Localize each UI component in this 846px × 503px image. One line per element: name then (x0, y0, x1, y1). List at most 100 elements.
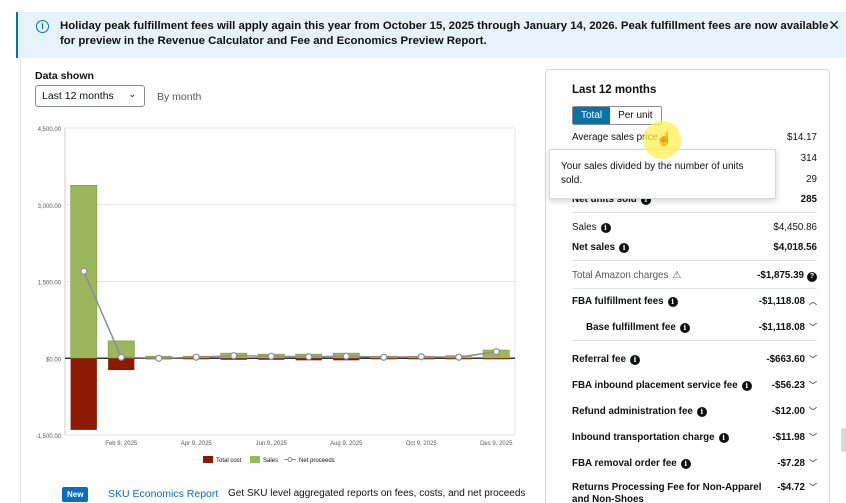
sales-value: $4,450.86 (773, 222, 817, 233)
date-range-select[interactable]: Last 12 months ⌄ (35, 85, 145, 107)
x-tick-label: Oct 9, 2025 (406, 441, 438, 447)
info-banner: i Holiday peak fulfillment fees will app… (16, 12, 846, 58)
data-shown-label: Data shown (35, 70, 94, 82)
tab-per-unit[interactable]: Per unit (610, 107, 661, 124)
fba-fulfillment-label: FBA fulfillment fees (572, 296, 664, 307)
y-tick-label: -1,500.00 (36, 434, 62, 440)
y-tick-label: $0.00 (46, 357, 62, 363)
net-proceeds-point (267, 352, 275, 360)
inbound-transport-value: -$11.98 (772, 432, 805, 443)
info-icon[interactable]: i (629, 355, 640, 365)
net-units-value: 285 (800, 194, 817, 205)
chart: 4,500.00 3,000.00 1,500.00 $0.00 -1,500.00 Fe… (0, 110, 530, 470)
units-returned-value: 29 (806, 174, 817, 185)
legend-label-net-proceeds: Net proceeds (299, 458, 335, 464)
net-proceeds-point (342, 352, 350, 360)
info-icon[interactable]: i (680, 459, 691, 469)
net-proceeds-point (492, 347, 500, 356)
divider (572, 288, 817, 289)
total-cost-bar (108, 358, 135, 371)
sku-report-description: Get SKU level aggregated reports on fees… (228, 488, 526, 499)
amazon-charges-label: Total Amazon charges (572, 270, 669, 281)
summary-panel: Last 12 months Total Per unit Average sa… (545, 69, 830, 503)
net-proceeds-point (155, 354, 163, 362)
inbound-placement-value: -$56.23 (771, 380, 805, 391)
legend-swatch-sales (250, 456, 260, 463)
scrollbar[interactable] (841, 428, 846, 452)
inbound-placement-label: FBA inbound placement service fee (572, 380, 738, 391)
x-tick-label: Jun 9, 2025 (256, 441, 288, 447)
chevron-down-icon[interactable]: ﹀ (809, 459, 817, 468)
info-icon[interactable]: i (679, 323, 690, 333)
granularity-label: By month (157, 91, 202, 103)
net-proceeds-point (380, 353, 388, 361)
net-sales-label: Net sales (572, 242, 616, 253)
info-icon[interactable]: i (718, 433, 729, 443)
view-toggle: Total Per unit (572, 106, 662, 125)
removal-order-label: FBA removal order fee (572, 458, 677, 469)
sales-label: Sales (572, 222, 597, 233)
net-proceeds-point (192, 353, 200, 361)
chevron-down-icon[interactable]: ﹀ (809, 407, 817, 416)
divider (572, 340, 817, 341)
content-divider (20, 58, 21, 503)
net-sales-value: $4,018.56 (773, 242, 817, 253)
amazon-charges-value: -$1,875.39 (757, 270, 804, 281)
legend-label-sales: Sales (263, 458, 278, 464)
warning-icon: ⚠ (672, 270, 682, 281)
y-tick-label: 3,000.00 (38, 204, 62, 210)
x-tick-label: Aug 9, 2025 (330, 441, 363, 447)
chevron-up-icon[interactable]: ︿ (809, 297, 817, 306)
panel-title: Last 12 months (572, 84, 657, 96)
info-icon[interactable]: i (667, 297, 678, 307)
banner-message: Holiday peak fulfillment fees will apply… (60, 20, 829, 47)
total-cost-bar (483, 358, 510, 360)
returns-processing-label: Returns Processing Fee for Non-Apparel a… (572, 482, 762, 503)
chevron-down-icon[interactable]: ﹀ (809, 433, 817, 442)
refund-admin-label: Refund administration fee (572, 406, 693, 417)
info-icon[interactable]: i (696, 407, 707, 417)
help-icon[interactable]: ? (807, 272, 817, 282)
avg-price-value: $14.17 (787, 132, 817, 143)
chart-svg: 4,500.00 3,000.00 1,500.00 $0.00 -1,500.00 Fe… (36, 127, 516, 464)
info-icon[interactable]: i (640, 195, 651, 205)
fba-fulfillment-value: -$1,118.08 (758, 296, 805, 307)
new-badge: New (62, 487, 89, 502)
net-proceeds-point (80, 267, 88, 275)
net-proceeds-line (83, 270, 497, 360)
chevron-down-icon: ⌄ (128, 89, 136, 99)
base-fulfillment-label: Base fulfillment fee (586, 322, 676, 333)
legend-label-total-cost: Total cost (216, 458, 242, 464)
sku-economics-report-link[interactable]: SKU Economics Report (108, 488, 219, 500)
removal-order-value: -$7.28 (777, 458, 805, 469)
close-icon[interactable]: ✕ (828, 17, 840, 33)
x-tick-label: Apr 9, 2025 (181, 441, 213, 447)
info-icon[interactable]: i (741, 381, 752, 391)
net-proceeds-point (417, 353, 425, 361)
info-icon[interactable]: i (619, 243, 630, 253)
tab-total[interactable]: Total (573, 107, 611, 124)
chevron-down-icon[interactable]: ﹀ (809, 381, 817, 390)
returns-processing-value: -$4.72 (777, 482, 805, 493)
net-units-label: Net units sold (572, 194, 637, 205)
referral-value: -$663.60 (766, 354, 805, 365)
divider (572, 260, 817, 261)
referral-label: Referral fee (572, 354, 626, 365)
legend-marker-net-proceeds (287, 457, 293, 462)
x-tick-label: Dec 9, 2025 (480, 441, 513, 447)
chevron-down-icon[interactable]: ﹀ (809, 355, 817, 364)
net-proceeds-point (117, 353, 125, 361)
net-proceeds-point (455, 353, 463, 361)
inbound-transport-label: Inbound transportation charge (572, 432, 715, 443)
net-proceeds-point (305, 353, 313, 361)
chevron-down-icon[interactable]: ﹀ (809, 483, 817, 492)
chevron-down-icon[interactable]: ﹀ (809, 323, 817, 332)
hand-cursor-icon: ☝ (656, 131, 673, 146)
info-icon[interactable]: i (600, 223, 611, 233)
base-fulfillment-value: -$1,118.08 (758, 322, 805, 333)
date-range-value: Last 12 months (42, 90, 114, 102)
avg-price-label: Average sales price (572, 132, 658, 143)
total-cost-bar (70, 358, 97, 430)
x-tick-label: Feb 9, 2025 (105, 441, 138, 447)
y-tick-label: 4,500.00 (38, 127, 62, 133)
